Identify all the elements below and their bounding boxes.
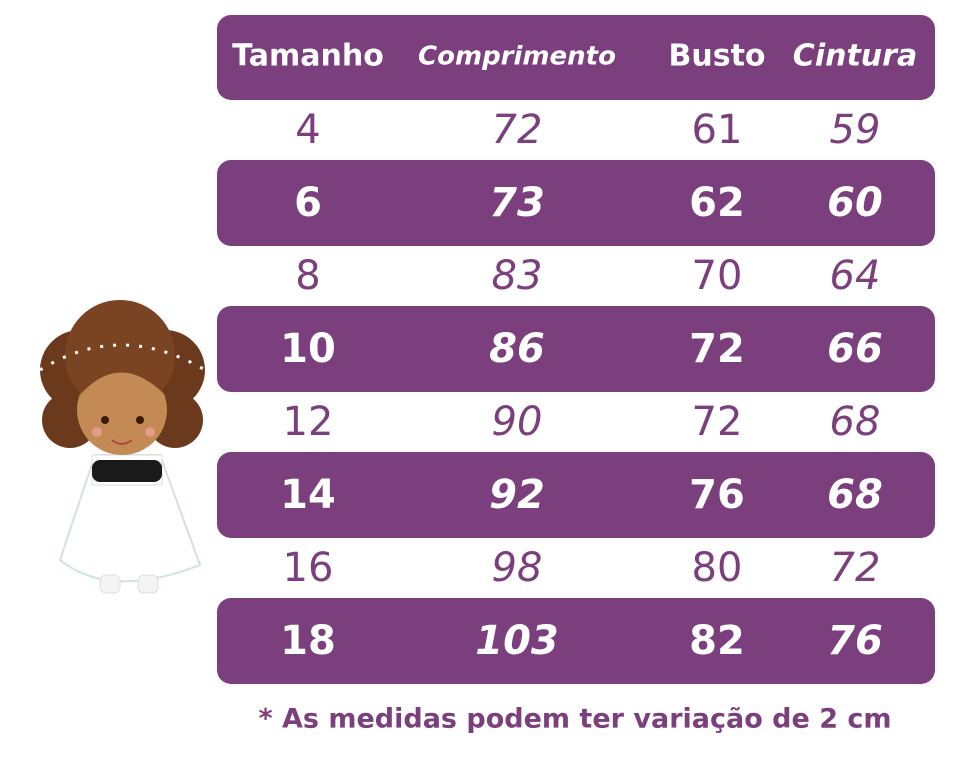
table-cell: 83	[492, 253, 543, 299]
table-cell: 86	[489, 326, 545, 372]
header-cell: Tamanho	[232, 39, 384, 74]
table-cell: 62	[689, 180, 745, 226]
table-cell: 92	[489, 472, 545, 518]
table-cell: 90	[492, 399, 543, 445]
table-cell: 10	[280, 326, 336, 372]
table-cell: 4	[295, 107, 320, 153]
table-cell: 103	[475, 618, 559, 664]
header-bar	[217, 15, 935, 100]
header-cell: Busto	[668, 39, 765, 74]
table-cell: 61	[692, 107, 743, 153]
table-cell: 76	[827, 618, 883, 664]
size-table: Tamanho Comprimento Busto Cintura 4 72 61 59 6 73…	[217, 15, 935, 684]
table-cell: 59	[830, 107, 881, 153]
row-bar	[217, 598, 935, 684]
table-cell: 8	[295, 253, 320, 299]
table-cell: 73	[489, 180, 545, 226]
girl-illustration	[39, 300, 206, 594]
table-cell: 80	[692, 545, 743, 591]
row-bar	[217, 306, 935, 392]
table-cell: 6	[294, 180, 322, 226]
table-cell: 98	[492, 545, 543, 591]
table-cell: 68	[827, 472, 883, 518]
table-cell: 72	[689, 326, 745, 372]
table-cell: 76	[689, 472, 745, 518]
table-cell: 72	[692, 399, 743, 445]
table-cell: 64	[830, 253, 881, 299]
row-bar	[217, 160, 935, 246]
row-bar	[217, 452, 935, 538]
table-cell: 12	[283, 399, 334, 445]
header-cell: Cintura	[793, 39, 917, 74]
table-cell: 18	[280, 618, 336, 664]
table-cell: 82	[689, 618, 745, 664]
table-cell: 60	[827, 180, 883, 226]
header-cell: Comprimento	[418, 42, 616, 72]
table-cell: 70	[692, 253, 743, 299]
table-cell: 66	[827, 326, 883, 372]
table-cell: 72	[830, 545, 881, 591]
table-cell: 16	[283, 545, 334, 591]
table-cell: 72	[492, 107, 543, 153]
table-cell: 14	[280, 472, 336, 518]
table-cell: 68	[830, 399, 881, 445]
footnote: * As medidas podem ter variação de 2 cm	[258, 704, 891, 735]
